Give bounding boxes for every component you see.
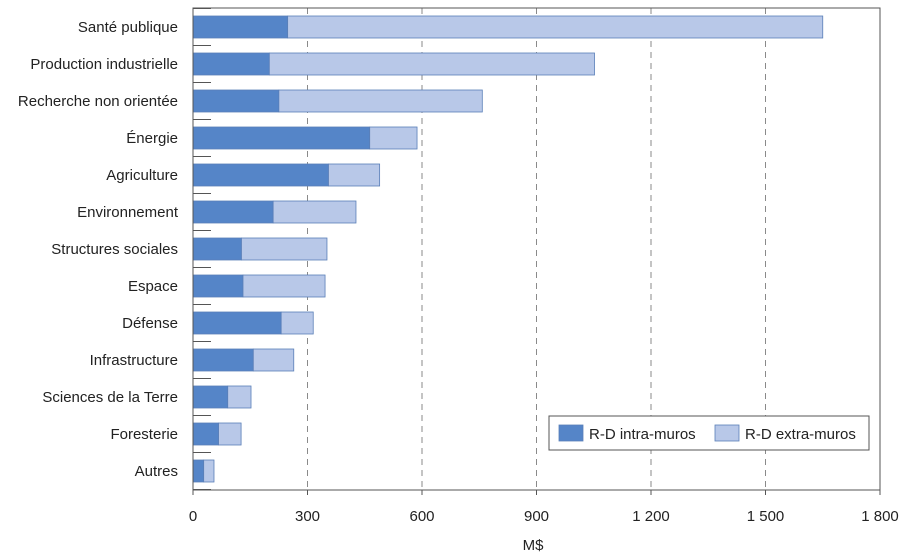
category-label: Espace: [128, 278, 178, 295]
bar-intra-12: [192, 459, 205, 483]
category-label: Structures sociales: [51, 241, 178, 258]
bar-intra-2: [192, 89, 280, 113]
grid-layer: [307, 8, 766, 490]
bar-intra-9: [192, 348, 254, 372]
bar-extra-8: [280, 311, 314, 335]
category-label: Énergie: [126, 130, 178, 147]
category-label: Production industrielle: [30, 56, 178, 73]
category-label: Défense: [122, 315, 178, 332]
bar-intra-10: [192, 385, 229, 409]
legend-swatch-intra: [558, 424, 584, 442]
x-tick-label: 900: [524, 508, 549, 525]
bar-extra-12: [203, 459, 215, 483]
legend-box: [548, 415, 870, 451]
category-label: Environnement: [77, 204, 179, 221]
bar-intra-1: [192, 52, 270, 76]
bar-extra-3: [369, 126, 418, 150]
bar-extra-6: [241, 237, 328, 261]
bar-extra-4: [328, 163, 381, 187]
bar-intra-6: [192, 237, 242, 261]
bar-extra-7: [242, 274, 326, 298]
x-tick-label: 1 200: [632, 508, 670, 525]
bar-intra-5: [192, 200, 274, 224]
bar-extra-2: [278, 89, 483, 113]
x-tick-label: 1 800: [861, 508, 899, 525]
axes-layer: [192, 7, 881, 495]
x-axis-title: M$: [523, 537, 544, 554]
bar-extra-10: [227, 385, 252, 409]
bar-intra-3: [192, 126, 371, 150]
bars-layer: [192, 15, 824, 483]
x-tick-label: 600: [409, 508, 434, 525]
bar-intra-8: [192, 311, 282, 335]
x-tick-label: 300: [295, 508, 320, 525]
bar-extra-11: [218, 422, 242, 446]
legend-swatch-extra: [714, 424, 740, 442]
category-label: Recherche non orientée: [18, 93, 178, 110]
bar-extra-0: [287, 15, 824, 39]
x-tick-label: 1 500: [747, 508, 785, 525]
category-label: Agriculture: [106, 167, 178, 184]
category-label: Infrastructure: [90, 352, 178, 369]
x-tick-label: 0: [189, 508, 197, 525]
bar-intra-0: [192, 15, 289, 39]
legend-label-intra: R-D intra-muros: [589, 426, 696, 443]
bar-intra-11: [192, 422, 219, 446]
category-label: Autres: [135, 463, 178, 480]
bar-extra-1: [268, 52, 595, 76]
category-label: Santé publique: [78, 19, 178, 36]
bar-extra-9: [252, 348, 295, 372]
bar-extra-5: [272, 200, 357, 224]
category-label: Sciences de la Terre: [42, 389, 178, 406]
labels-layer: Santé publique Production industrielle Rec…: [18, 19, 899, 525]
legend: R-D intra-muros R-D extra-muros: [548, 415, 870, 451]
bar-intra-7: [192, 274, 244, 298]
legend-label-extra: R-D extra-muros: [745, 426, 856, 443]
bar-intra-4: [192, 163, 329, 187]
category-label: Foresterie: [110, 426, 178, 443]
